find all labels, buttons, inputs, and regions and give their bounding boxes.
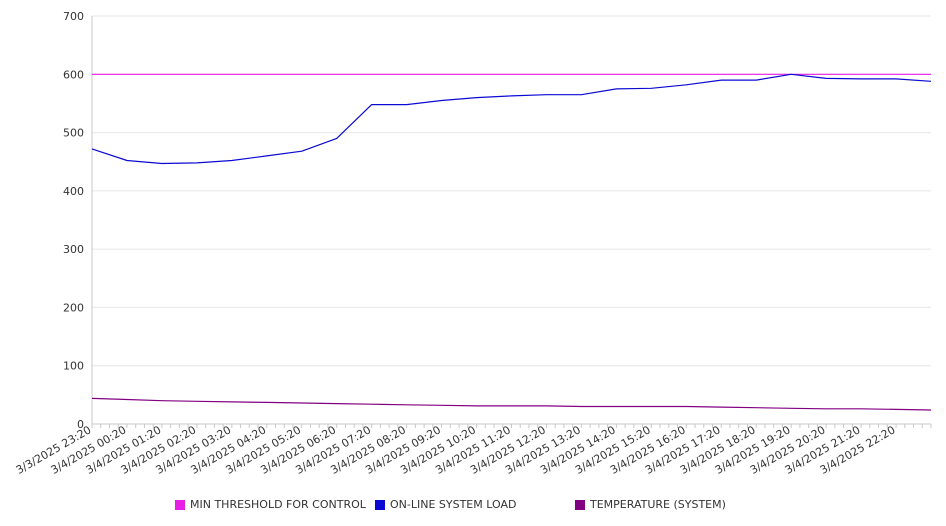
y-tick-label: 200 <box>63 301 84 314</box>
grid-lines <box>92 15 931 367</box>
series-line-1 <box>91 73 932 165</box>
y-axis-ticks: 0 100 200 300 400 500 600 700 <box>63 10 84 431</box>
y-tick-label: 0 <box>77 418 84 431</box>
y-tick-label: 700 <box>63 10 84 23</box>
axes <box>91 16 932 428</box>
legend-label-system-load: ON-LINE SYSTEM LOAD <box>390 498 517 511</box>
series-line-2 <box>91 397 932 411</box>
y-tick-label: 300 <box>63 243 84 256</box>
legend-label-temperature: TEMPERATURE (SYSTEM) <box>590 498 726 511</box>
legend-swatch-threshold <box>175 499 185 510</box>
y-tick-label: 500 <box>63 127 84 140</box>
legend-label-threshold: MIN THRESHOLD FOR CONTROL <box>190 498 366 511</box>
y-tick-label: 400 <box>63 185 84 198</box>
series-lines <box>91 73 932 411</box>
legend-item-system-load[interactable]: ON-LINE SYSTEM LOAD <box>375 498 516 511</box>
x-axis-ticks: 3/3/2025 23:203/4/2025 00:203/4/2025 01:… <box>14 423 898 477</box>
legend-swatch-system-load <box>375 499 385 510</box>
y-tick-label: 100 <box>63 360 84 373</box>
legend-item-threshold[interactable]: MIN THRESHOLD FOR CONTROL <box>175 498 366 511</box>
legend-item-temperature[interactable]: TEMPERATURE (SYSTEM) <box>575 498 726 511</box>
legend-swatch-temperature <box>575 499 585 510</box>
y-tick-label: 600 <box>63 68 84 81</box>
